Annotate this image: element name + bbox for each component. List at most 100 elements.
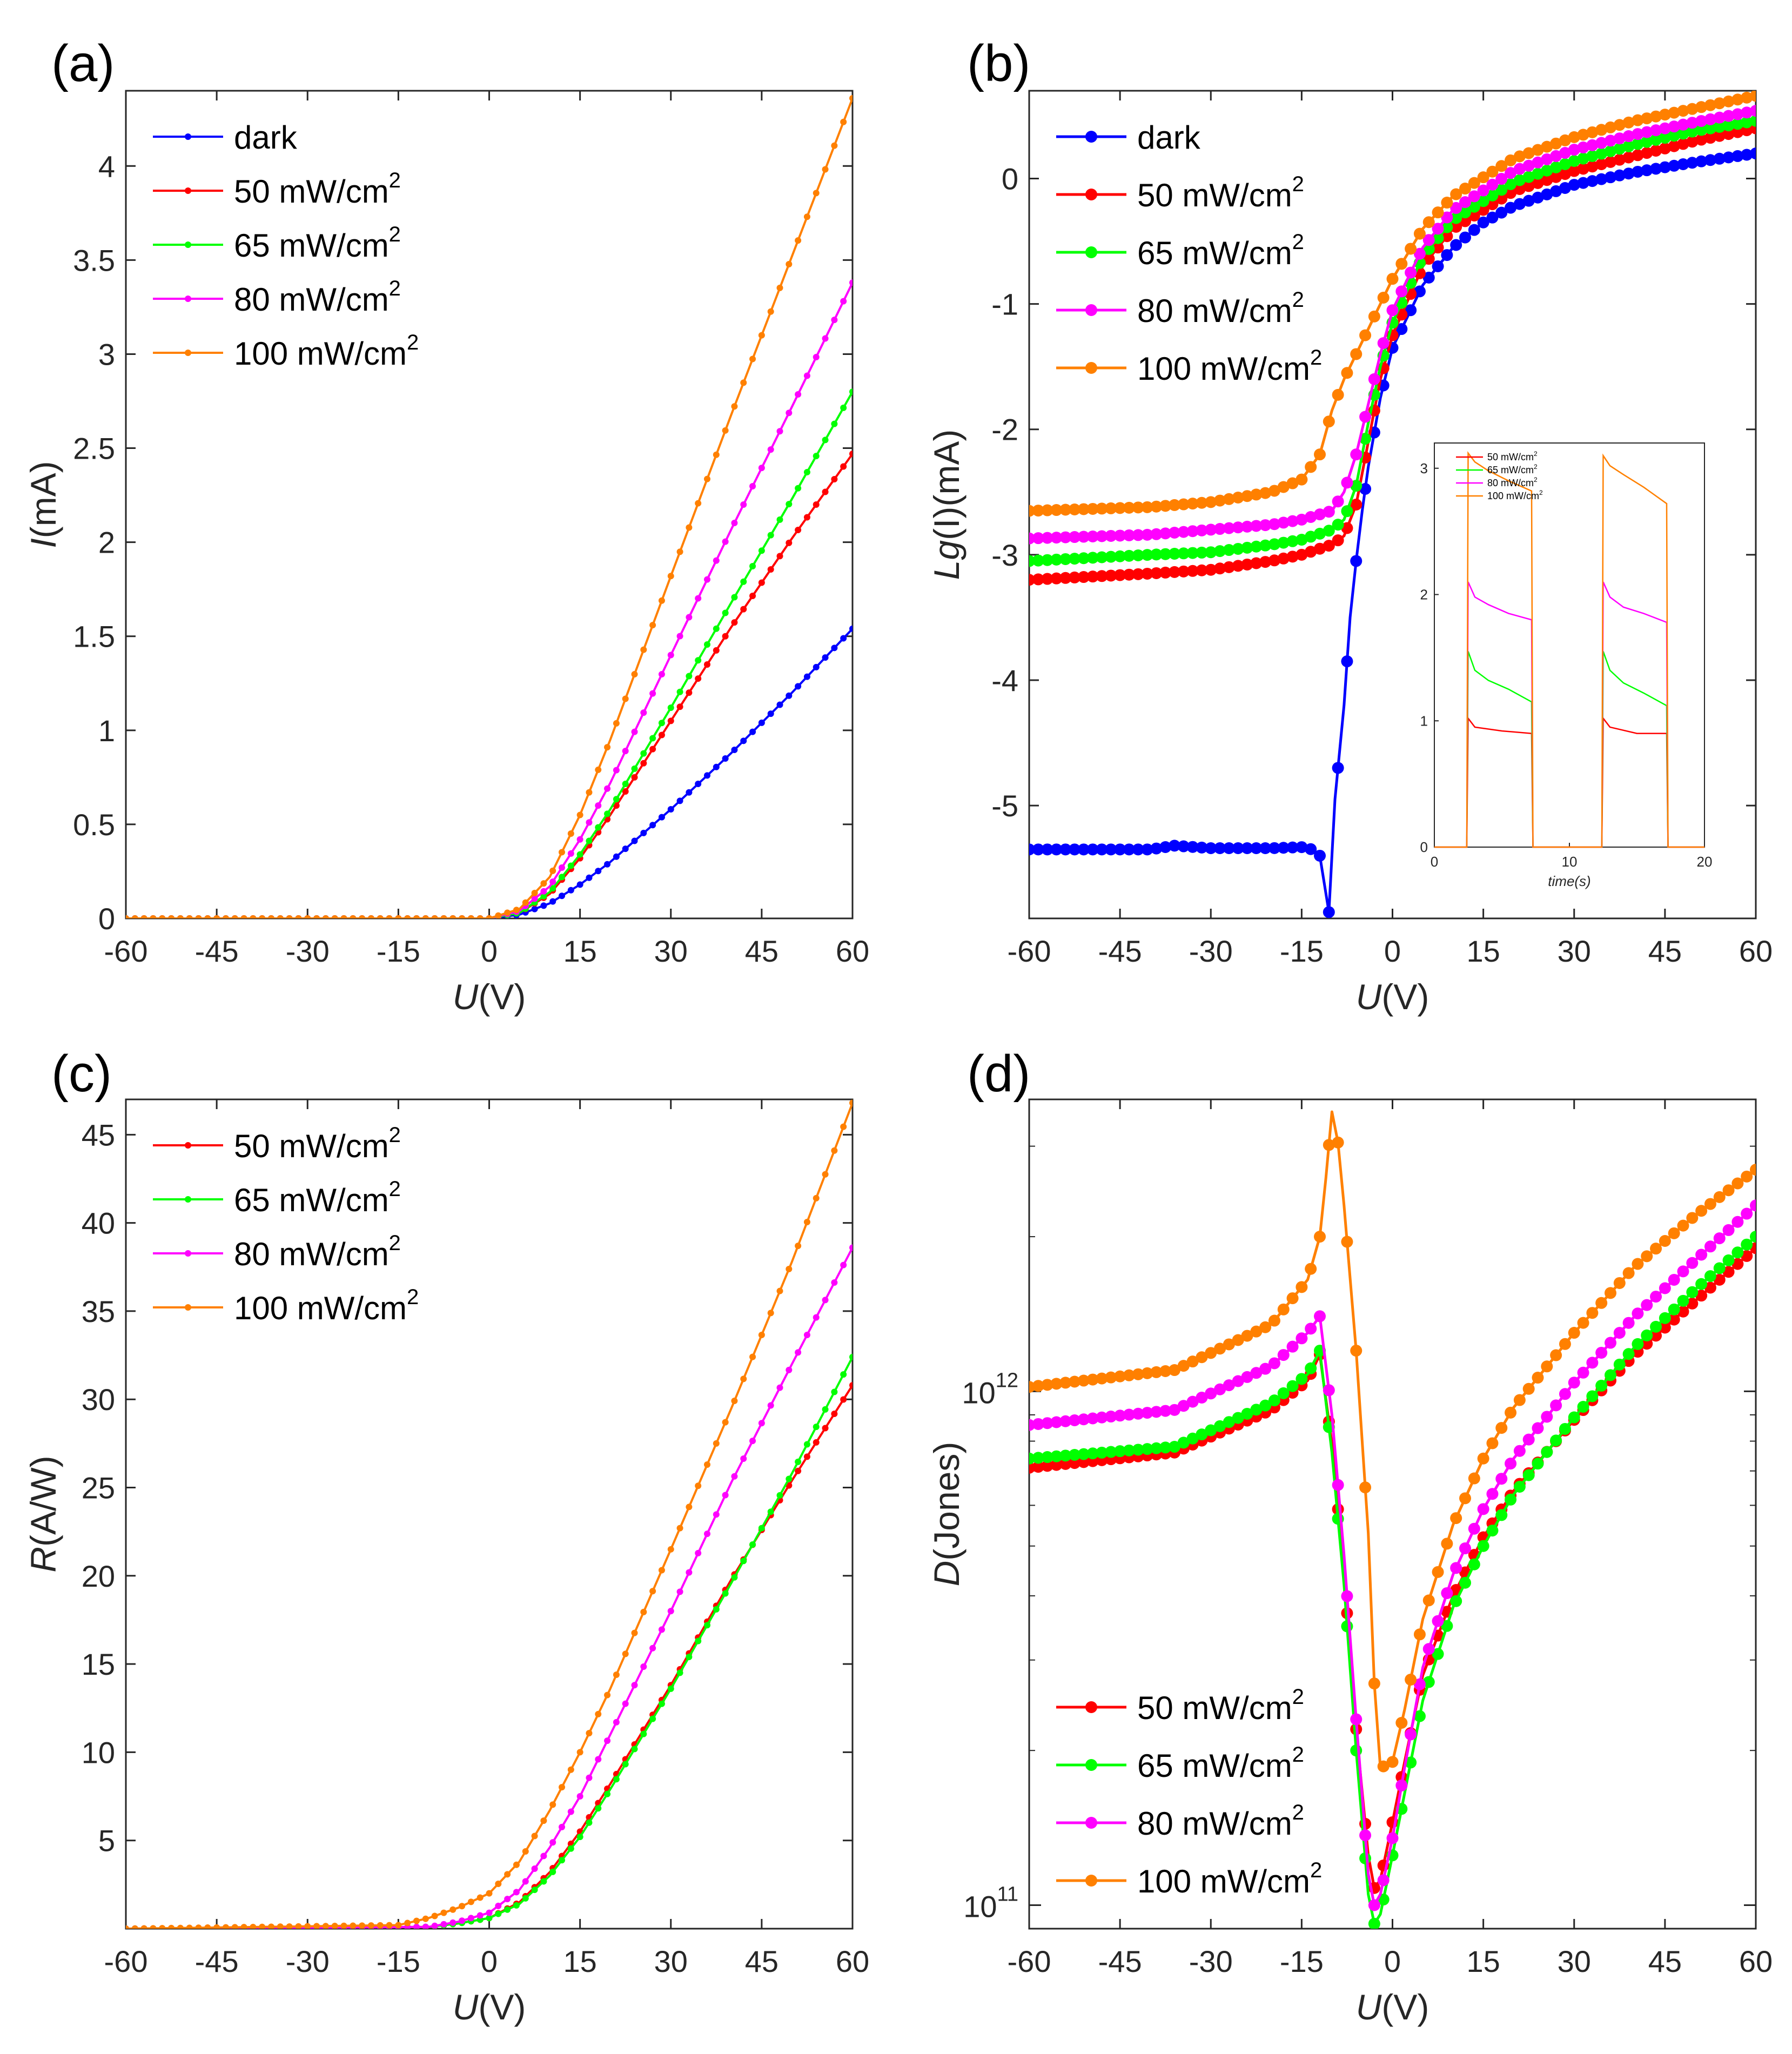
data-point-50 — [1050, 1459, 1063, 1471]
data-point-100 — [531, 889, 538, 896]
data-point-65 — [1413, 1710, 1426, 1722]
data-point-dark — [676, 797, 683, 804]
data-point-65 — [1695, 124, 1708, 136]
data-point-65 — [722, 609, 729, 616]
data-point-50 — [1041, 573, 1053, 585]
y-axis-label: D(Jones) — [927, 1442, 967, 1587]
data-point-80 — [786, 1366, 793, 1373]
x-tick-label: 15 — [1466, 934, 1500, 968]
data-point-100 — [1495, 1422, 1508, 1434]
data-point-dark — [1486, 211, 1499, 224]
data-point-80 — [1077, 531, 1090, 543]
data-point-65 — [1405, 1756, 1417, 1769]
data-point-80 — [1450, 1562, 1462, 1574]
data-point-80 — [822, 1297, 829, 1304]
series-65 — [126, 388, 853, 918]
data-point-100 — [803, 213, 810, 220]
data-point-50 — [831, 475, 838, 482]
data-point-65 — [658, 1700, 665, 1707]
data-point-65 — [731, 1574, 738, 1581]
data-point-50 — [813, 501, 820, 508]
data-point-100 — [313, 1923, 320, 1929]
data-point-100 — [1750, 1164, 1756, 1176]
legend-entry-80: 80 mW/cm2 — [234, 1231, 401, 1272]
data-point-100 — [822, 166, 829, 173]
data-point-50 — [1041, 1460, 1053, 1472]
data-point-100 — [1350, 1345, 1363, 1357]
data-point-100 — [1386, 1756, 1399, 1768]
data-point-80 — [831, 1279, 838, 1286]
data-point-65 — [658, 720, 665, 727]
data-point-100 — [304, 1923, 311, 1929]
data-point-100 — [1650, 110, 1662, 123]
data-point-100 — [1169, 499, 1180, 511]
data-point-dark — [813, 663, 820, 670]
data-point-65 — [1350, 1744, 1363, 1757]
data-point-50 — [1459, 215, 1471, 227]
data-point-dark — [704, 772, 710, 779]
x-tick-label: -30 — [1189, 1944, 1233, 1978]
data-point-100 — [1668, 1227, 1680, 1239]
data-point-65 — [1522, 171, 1535, 183]
data-point-50 — [1659, 1321, 1671, 1334]
data-point-100 — [531, 1833, 538, 1840]
data-point-100 — [295, 1923, 302, 1929]
data-point-80 — [1169, 1404, 1180, 1416]
data-point-65 — [1086, 1447, 1099, 1460]
data-point-65 — [795, 485, 802, 492]
data-point-100 — [195, 915, 202, 918]
data-point-80 — [486, 1909, 493, 1916]
data-point-80 — [522, 1878, 529, 1885]
data-point-100 — [231, 915, 238, 918]
data-point-80 — [1141, 1407, 1153, 1419]
data-point-65 — [576, 1834, 583, 1841]
data-point-100 — [1169, 1364, 1180, 1377]
data-point-80 — [1532, 156, 1544, 169]
data-point-65 — [713, 1606, 720, 1613]
data-point-100 — [604, 744, 611, 751]
data-point-50 — [795, 1467, 802, 1474]
data-point-80 — [1413, 247, 1426, 260]
data-point-100 — [1613, 119, 1626, 131]
data-point-dark — [1586, 175, 1599, 187]
data-point-100 — [268, 1923, 274, 1929]
data-point-80 — [1041, 1417, 1053, 1429]
data-point-80 — [1359, 1829, 1372, 1842]
x-tick-label: -15 — [1280, 934, 1324, 968]
data-point-80 — [658, 671, 665, 678]
data-point-dark — [731, 747, 738, 754]
data-point-80 — [467, 1915, 474, 1922]
data-point-dark — [803, 673, 810, 680]
data-point-100 — [168, 915, 175, 918]
data-point-50 — [822, 488, 829, 495]
data-point-100 — [1577, 129, 1589, 141]
data-point-80 — [1377, 337, 1390, 350]
data-point-dark — [1632, 165, 1644, 178]
data-point-50 — [1259, 556, 1272, 568]
data-point-80 — [1296, 513, 1308, 526]
data-point-100 — [749, 355, 756, 363]
data-point-dark — [1169, 840, 1180, 852]
data-point-100 — [1214, 1343, 1226, 1355]
data-point-100 — [204, 915, 211, 918]
data-point-65 — [1605, 145, 1616, 157]
data-point-dark — [1522, 194, 1535, 207]
data-point-100 — [422, 915, 429, 918]
data-point-100 — [1196, 1351, 1208, 1364]
data-point-65 — [1513, 1480, 1526, 1493]
data-point-100 — [640, 646, 647, 653]
data-point-dark — [1613, 169, 1626, 182]
data-point-80 — [495, 1902, 502, 1909]
data-point-50 — [1296, 548, 1308, 561]
data-point-dark — [1659, 161, 1671, 173]
data-point-65 — [1486, 1525, 1499, 1537]
data-point-100 — [1641, 112, 1653, 125]
data-point-100 — [1659, 1234, 1671, 1247]
data-point-dark — [1459, 231, 1471, 244]
data-point-dark — [1405, 304, 1417, 317]
data-point-80 — [722, 1492, 729, 1499]
legend-swatch-marker — [1085, 246, 1097, 258]
data-point-65 — [822, 1406, 829, 1413]
data-point-80 — [1377, 1874, 1390, 1887]
inset-legend-entry: 80 mW/cm2 — [1487, 476, 1538, 488]
